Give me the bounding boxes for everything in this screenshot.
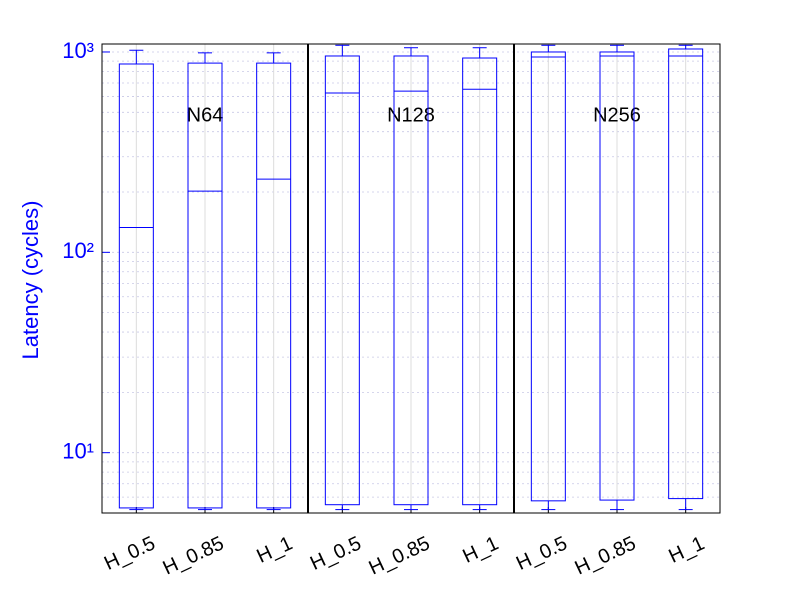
plot-frame: [101, 43, 721, 514]
y-tick-label: 10²: [62, 238, 94, 263]
box: [324, 55, 360, 506]
box: [393, 55, 429, 506]
box: [118, 63, 154, 509]
x-tick-label: H_1: [665, 532, 708, 567]
y-tick-label: 10¹: [62, 438, 94, 463]
box: [256, 62, 292, 509]
box: [668, 48, 704, 500]
box: [462, 57, 498, 506]
y-axis-label: Latency (cycles): [18, 201, 43, 360]
x-tick-label: H_0.85: [572, 532, 640, 579]
x-tick-label: H_0.85: [160, 532, 228, 579]
group-label: N256: [593, 104, 641, 126]
x-tick-label: H_0.5: [101, 532, 159, 574]
x-tick-label: H_0.5: [307, 532, 365, 574]
x-tick-label: H_0.85: [366, 532, 434, 579]
box: [599, 51, 635, 501]
box: [187, 62, 223, 509]
x-tick-label: H_1: [459, 532, 502, 567]
group-label: N128: [387, 104, 435, 126]
box: [530, 51, 566, 502]
x-tick-label: H_0.5: [513, 532, 571, 574]
group-label: N64: [187, 104, 224, 126]
y-tick-label: 10³: [62, 38, 94, 63]
x-tick-label: H_1: [253, 532, 296, 567]
